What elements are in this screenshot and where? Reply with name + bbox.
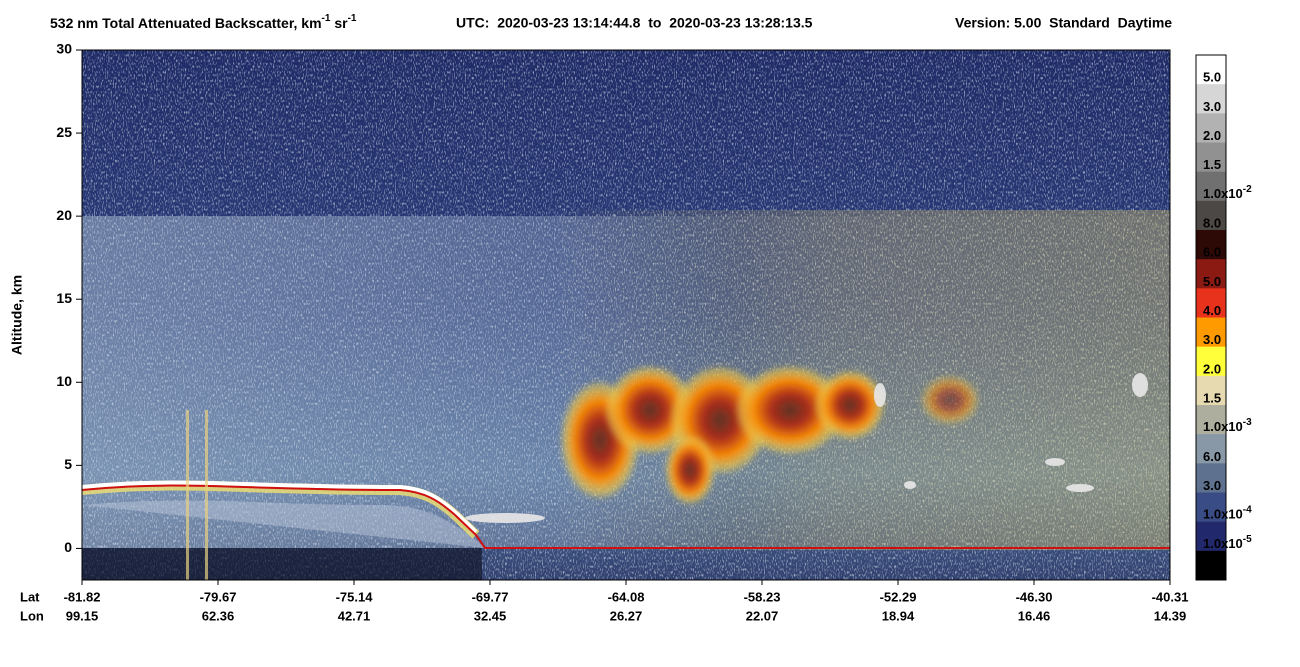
title-superscript: -1 — [322, 13, 331, 24]
x-tick-label: 32.45 — [474, 608, 507, 623]
colorbar-swatch — [1196, 317, 1226, 348]
chart-title: 532 nm Total Attenuated Backscatter, km-… — [50, 13, 357, 31]
colorbar-swatch — [1196, 375, 1226, 406]
colorbar-swatch — [1196, 346, 1226, 377]
title-part: 532 nm Total Attenuated Backscatter, km — [50, 15, 322, 31]
y-tick-label: 15 — [56, 290, 72, 306]
colorbar-swatch — [1196, 200, 1226, 231]
colorbar-label-exp: -3 — [1243, 417, 1252, 428]
colorbar-swatch — [1196, 171, 1226, 202]
colorbar-label: 6.0 — [1203, 449, 1221, 464]
y-tick-label: 10 — [56, 373, 72, 389]
colorbar-frame — [1195, 54, 1227, 581]
colorbar-label-exp: -5 — [1243, 534, 1252, 545]
colorbar-label: 1.0x10-5 — [1203, 534, 1252, 551]
colorbar-swatch — [1196, 434, 1226, 464]
x-tick-label: -58.23 — [744, 589, 781, 604]
colorbar-swatch — [1196, 550, 1226, 581]
x-tick-label: -69.77 — [472, 589, 509, 604]
x-tick-label: 62.36 — [202, 608, 235, 623]
x-tick-label: -52.29 — [880, 589, 917, 604]
colorbar: 5.03.02.01.51.0x10-28.06.05.04.03.02.01.… — [1195, 54, 1252, 581]
title-superscript: -1 — [348, 13, 357, 24]
colorbar-label: 2.0 — [1203, 361, 1221, 376]
colorbar-label-base: 1.0x10 — [1203, 536, 1243, 551]
chart-subtitle: UTC: 2020-03-23 13:14:44.8 to 2020-03-23… — [456, 15, 813, 31]
colorbar-label: 3.0 — [1203, 332, 1221, 347]
colorbar-label: 1.5 — [1203, 157, 1221, 172]
x-tick-label: 14.39 — [1154, 608, 1187, 623]
x-tick-label: 18.94 — [882, 608, 915, 623]
x-tick-label: -40.31 — [1152, 589, 1189, 604]
colorbar-swatch — [1196, 521, 1226, 552]
y-tick-label: 20 — [56, 207, 72, 223]
x-tick-label: -46.30 — [1016, 589, 1053, 604]
colorbar-label-exp: -2 — [1243, 184, 1252, 195]
colorbar-swatch — [1196, 492, 1226, 523]
colorbar-swatch — [1196, 113, 1226, 143]
y-tick-label: 5 — [64, 456, 72, 472]
colorbar-swatch — [1196, 259, 1226, 289]
colorbar-label: 1.0x10-3 — [1203, 417, 1252, 434]
backscatter-curtain — [82, 50, 1170, 580]
colorbar-label-base: 1.0x10 — [1203, 420, 1243, 435]
x-tick-label: -81.82 — [64, 589, 101, 604]
version-label: Version: 5.00 Standard Daytime — [955, 15, 1172, 31]
x-tick-label: 26.27 — [610, 608, 643, 623]
colorbar-label: 8.0 — [1203, 215, 1221, 230]
y-axis-label: Altitude, km — [9, 275, 25, 355]
x-tick-label: -79.67 — [200, 589, 237, 604]
colorbar-swatch — [1196, 463, 1226, 493]
x-tick-label: 16.46 — [1018, 608, 1051, 623]
colorbar-swatch — [1196, 55, 1226, 85]
x-tick-label: -64.08 — [608, 589, 645, 604]
colorbar-label: 3.0 — [1203, 478, 1221, 493]
colorbar-label-exp: -4 — [1243, 505, 1252, 516]
y-tick-label: 0 — [64, 539, 72, 555]
colorbar-swatch — [1196, 405, 1226, 435]
x-tick-label: 42.71 — [338, 608, 371, 623]
colorbar-swatch — [1196, 142, 1226, 173]
y-tick-label: 25 — [56, 124, 72, 140]
x-row-name: Lon — [20, 608, 44, 623]
colorbar-label: 5.0 — [1203, 274, 1221, 289]
colorbar-label: 3.0 — [1203, 99, 1221, 114]
colorbar-label: 5.0 — [1203, 70, 1221, 85]
colorbar-label: 2.0 — [1203, 128, 1221, 143]
colorbar-swatch — [1196, 230, 1226, 260]
colorbar-swatch — [1196, 84, 1226, 114]
x-row-name: Lat — [20, 589, 40, 604]
colorbar-label: 1.0x10-4 — [1203, 505, 1252, 522]
x-tick-label: -75.14 — [336, 589, 374, 604]
colorbar-label: 1.5 — [1203, 390, 1221, 405]
x-tick-label: 99.15 — [66, 608, 99, 623]
colorbar-label: 1.0x10-2 — [1203, 184, 1252, 201]
colorbar-label: 6.0 — [1203, 245, 1221, 260]
colorbar-label: 4.0 — [1203, 303, 1221, 318]
colorbar-swatch — [1196, 288, 1226, 318]
colorbar-label-base: 1.0x10 — [1203, 507, 1243, 522]
x-tick-label: 22.07 — [746, 608, 779, 623]
colorbar-label-base: 1.0x10 — [1203, 186, 1243, 201]
y-tick-label: 30 — [56, 41, 72, 57]
title-part: sr — [330, 15, 348, 31]
